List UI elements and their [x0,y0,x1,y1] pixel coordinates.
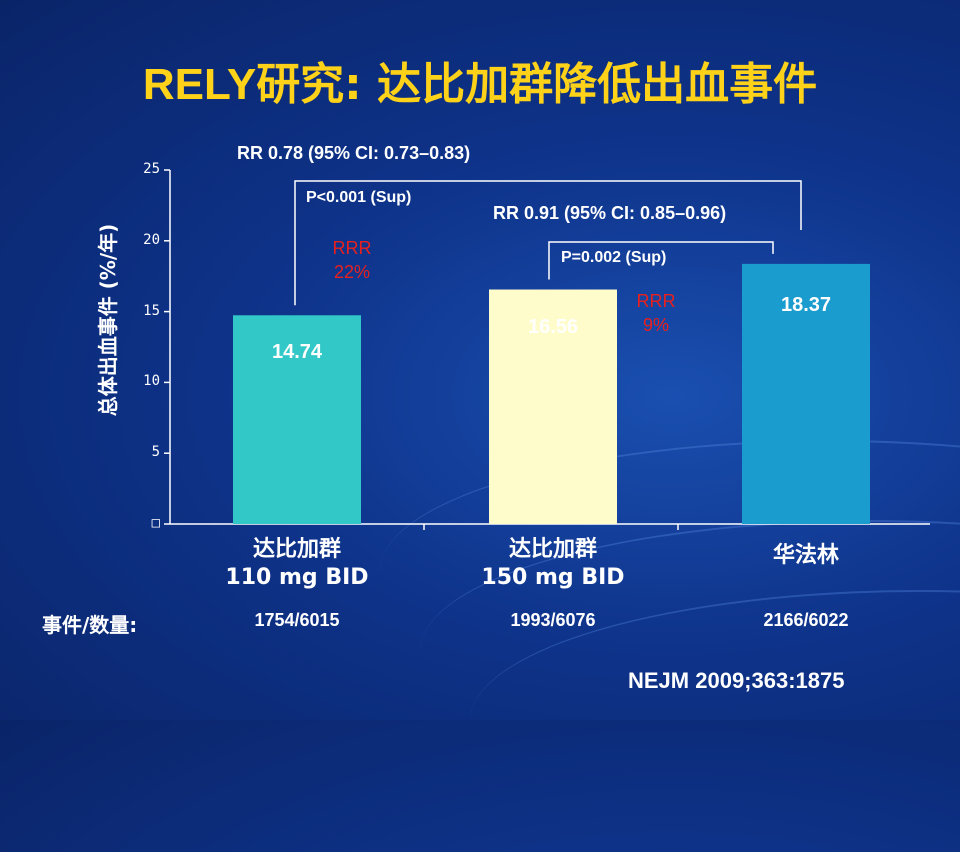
category-line1: 达比加群 [252,537,341,562]
rrr-2-line1: RRR [636,291,676,311]
y-tick-label: 20 [143,231,160,248]
reference-citation: NEJM 2009;363:1875 [628,668,845,693]
rrr-1-line1: RRR [332,238,372,258]
y-tick-label: 15 [143,302,160,319]
bar [489,289,617,524]
comparison-brackets [294,180,802,306]
events-count: 1754/6015 [254,610,340,630]
category-line1: 达比加群 [508,537,597,562]
y-tick-label: □ [151,515,160,531]
category-label: 达比加群 150 mg BID [443,536,663,592]
category-line2: 150 mg BID [481,565,625,590]
events-count: 2166/6022 [763,610,849,630]
category-line1: 华法林 [772,543,839,568]
category-label: 达比加群 110 mg BID [187,536,407,592]
p-label-1: P<0.001 (Sup) [306,189,412,206]
rrr-label-1: RRR 22% [322,236,382,284]
bar-value-label: 14.74 [271,341,323,363]
bracket-line [294,180,802,306]
y-tick-label: 5 [151,444,160,461]
bar [233,315,361,524]
bar [742,263,870,524]
rrr-1-line2: 22% [333,262,371,282]
title-eng: RELY [142,60,257,109]
y-axis-label: 总体出血事件 (%/年) [96,223,120,417]
category-label: 华法林 [696,542,916,570]
rr-label-1: RR 0.78 (95% CI: 0.73–0.83) [237,143,471,163]
chart-svg [233,180,870,524]
slide-title: RELY研究: 达比加群降低出血事件 [0,48,960,112]
chart-bars [233,263,870,524]
p-label-2: P=0.002 (Sup) [561,249,667,266]
y-tick-label: 25 [143,161,160,177]
bar-value-label: 16.56 [527,316,579,338]
y-tick-label: 10 [143,373,160,390]
category-line2: 110 mg BID [225,565,369,590]
title-rest: 研究: 达比加群降低出血事件 [256,59,818,110]
rrr-label-2: RRR 9% [626,289,686,337]
rr-label-2: RR 0.91 (95% CI: 0.85–0.96) [493,203,727,223]
bar-value-label: 18.37 [780,294,832,316]
events-count: 1993/6076 [510,610,596,630]
bracket-line [548,241,774,280]
rrr-2-line2: 9% [642,315,669,335]
events-label: 事件/数量: [42,613,138,637]
